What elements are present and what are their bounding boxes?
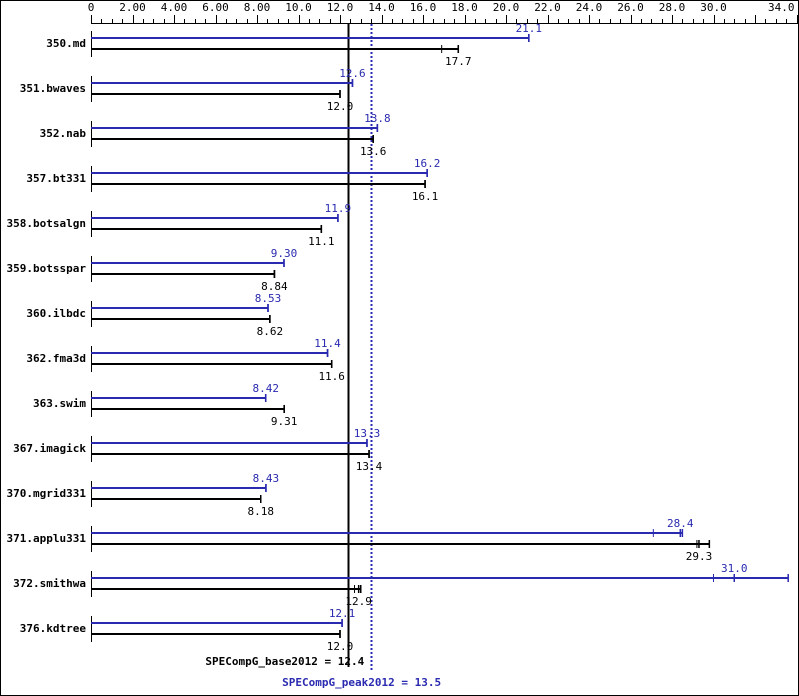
base-value-label: 12.0	[327, 640, 354, 653]
x-tick-label: 24.0	[576, 1, 603, 14]
peak-reference-label: SPECompG_peak2012 = 13.5	[282, 676, 441, 689]
base-value-label: 9.31	[271, 415, 298, 428]
base-value-label: 13.4	[356, 460, 383, 473]
peak-value-label: 8.42	[252, 382, 279, 395]
peak-value-label: 9.30	[271, 247, 298, 260]
x-tick-label: 14.0	[368, 1, 395, 14]
base-reference-label: SPECompG_base2012 = 12.4	[205, 655, 364, 668]
x-tick-label: 6.00	[202, 1, 229, 14]
base-value-label: 29.3	[686, 550, 713, 563]
x-tick-label: 2.00	[119, 1, 146, 14]
peak-value-label: 11.4	[314, 337, 341, 350]
benchmark-label: 359.botsspar	[7, 262, 87, 275]
peak-value-label: 11.9	[325, 202, 352, 215]
x-tick-label: 18.0	[451, 1, 478, 14]
base-value-label: 12.0	[327, 100, 354, 113]
benchmark-label: 376.kdtree	[20, 622, 87, 635]
peak-value-label: 31.0	[721, 562, 748, 575]
benchmark-label: 363.swim	[33, 397, 86, 410]
peak-value-label: 12.1	[329, 607, 356, 620]
benchmark-label: 351.bwaves	[20, 82, 86, 95]
base-value-label: 8.84	[261, 280, 288, 293]
x-tick-label: 30.0	[700, 1, 727, 14]
base-value-label: 17.7	[445, 55, 472, 68]
x-tick-label: 28.0	[659, 1, 686, 14]
base-value-label: 12.9	[345, 595, 372, 608]
x-tick-label: 26.0	[617, 1, 644, 14]
peak-value-label: 16.2	[414, 157, 441, 170]
base-value-label: 11.6	[318, 370, 345, 383]
peak-value-label: 13.8	[364, 112, 391, 125]
benchmark-label: 357.bt331	[26, 172, 86, 185]
x-tick-label: 4.00	[161, 1, 188, 14]
x-tick-label: 10.0	[285, 1, 312, 14]
peak-value-label: 28.4	[667, 517, 694, 530]
base-value-label: 13.6	[360, 145, 387, 158]
base-value-label: 11.1	[308, 235, 335, 248]
peak-value-label: 13.3	[354, 427, 381, 440]
x-tick-label: 20.0	[493, 1, 520, 14]
x-tick-label: 12.0	[327, 1, 354, 14]
benchmark-label: 350.md	[46, 37, 86, 50]
base-value-label: 8.62	[257, 325, 284, 338]
x-tick-label: 16.0	[410, 1, 437, 14]
benchmark-label: 362.fma3d	[26, 352, 86, 365]
peak-value-label: 8.43	[253, 472, 280, 485]
benchmark-label: 367.imagick	[13, 442, 86, 455]
x-tick-label: 0	[88, 1, 95, 14]
peak-value-label: 12.6	[339, 67, 366, 80]
benchmark-label: 358.botsalgn	[7, 217, 86, 230]
benchmark-label: 371.applu331	[7, 532, 87, 545]
x-tick-label: 22.0	[534, 1, 561, 14]
benchmark-label: 360.ilbdc	[26, 307, 86, 320]
base-value-label: 16.1	[412, 190, 439, 203]
peak-value-label: 21.1	[516, 22, 543, 35]
benchmark-label: 372.smithwa	[13, 577, 86, 590]
base-value-label: 8.18	[247, 505, 274, 518]
x-tick-label: 8.00	[244, 1, 271, 14]
peak-value-label: 8.53	[255, 292, 282, 305]
benchmark-label: 370.mgrid331	[7, 487, 87, 500]
x-tick-label: 34.0	[768, 1, 795, 14]
benchmark-label: 352.nab	[40, 127, 87, 140]
